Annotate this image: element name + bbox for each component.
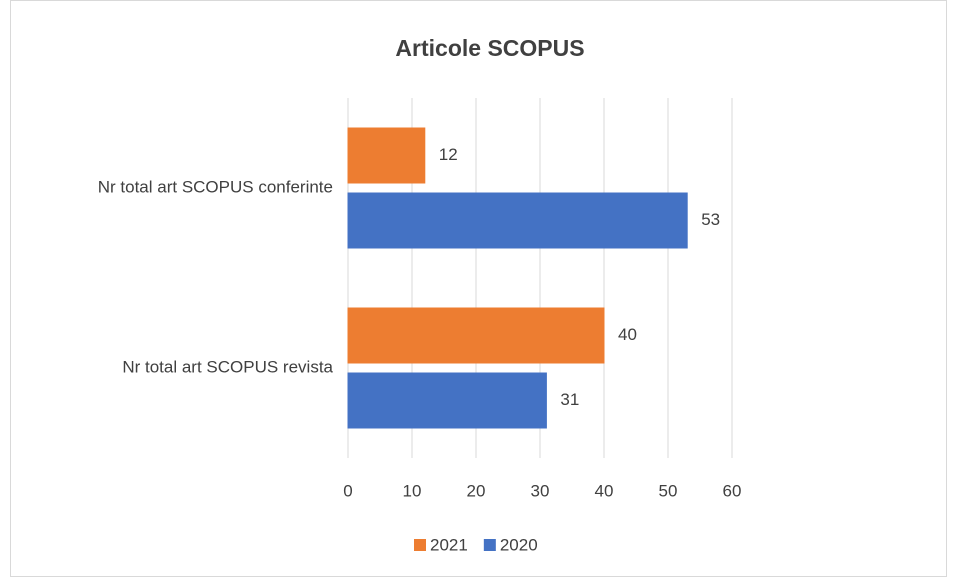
data-label: 12: [439, 145, 458, 164]
bar: [347, 307, 605, 364]
chart-title: Articole SCOPUS: [395, 35, 584, 61]
data-label: 31: [560, 390, 579, 409]
legend-label: 2021: [430, 535, 468, 554]
legend-swatch: [483, 539, 496, 551]
y-tick-label: Nr total art SCOPUS conferinte: [98, 177, 333, 196]
legend-label: 2020: [500, 535, 538, 554]
bar: [347, 192, 688, 249]
bar: [347, 127, 426, 184]
data-label: 53: [701, 210, 720, 229]
x-tick-label: 10: [403, 481, 422, 500]
x-tick-label: 30: [531, 481, 550, 500]
x-tick-label: 60: [723, 481, 742, 500]
x-tick-label: 40: [595, 481, 614, 500]
y-tick-label: Nr total art SCOPUS revista: [122, 357, 333, 376]
bar: [347, 372, 547, 429]
data-label: 40: [618, 325, 637, 344]
x-tick-label: 0: [343, 481, 352, 500]
x-tick-label: 50: [659, 481, 678, 500]
legend-swatch: [414, 539, 426, 551]
x-tick-label: 20: [467, 481, 486, 500]
chart-frame: [10, 0, 947, 577]
